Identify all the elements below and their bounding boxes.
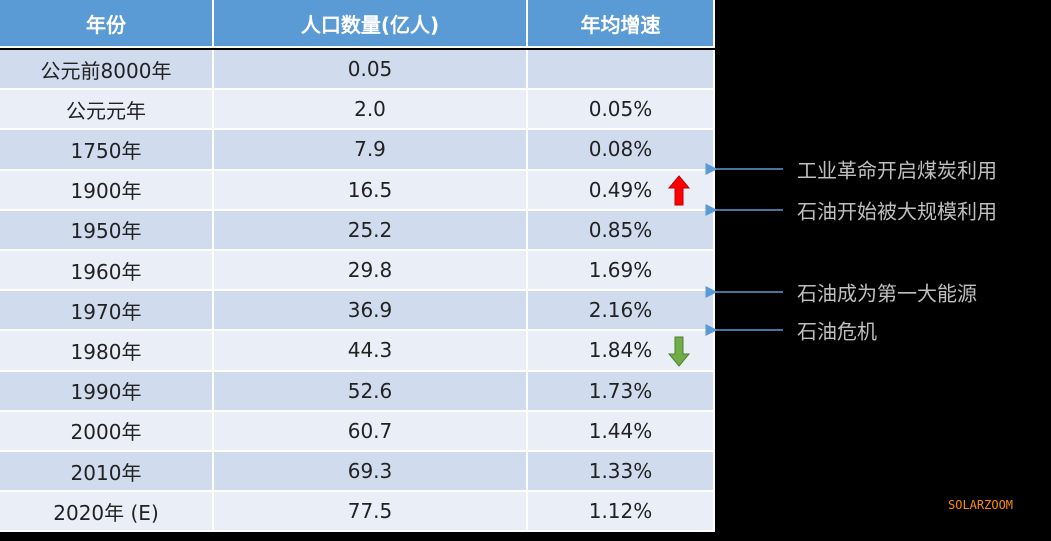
- table-cell: 2010年: [0, 452, 214, 493]
- table-cell: 公元元年: [0, 90, 214, 131]
- watermark: SOLARZOOM: [948, 498, 1014, 512]
- table-cell: 0.05: [214, 50, 528, 91]
- table-cell: 1750年: [0, 130, 214, 171]
- table-cell: 1970年: [0, 291, 214, 332]
- table-cell: [528, 50, 715, 91]
- table-cell: 0.85%: [528, 210, 715, 251]
- table-cell: 2.16%: [528, 291, 715, 332]
- table-cell: 29.8: [214, 251, 528, 292]
- down-arrow-icon: [667, 336, 691, 367]
- table-cell: 60.7: [214, 411, 528, 452]
- table-cell: 0.49%: [528, 170, 715, 211]
- table-cell: 69.3: [214, 452, 528, 493]
- annotation: 石油开始被大规模利用: [797, 199, 997, 224]
- table-cell: 36.9: [214, 291, 528, 332]
- table-cell: 16.5: [214, 170, 528, 211]
- table-cell: 1960年: [0, 251, 214, 292]
- table-cell: 2.0: [214, 90, 528, 131]
- table-cell: 1.44%: [528, 411, 715, 452]
- header-cell: 人口数量(亿人): [214, 0, 528, 48]
- table-cell: 77.5: [214, 492, 528, 533]
- table-cell: 25.2: [214, 210, 528, 251]
- annotation: 工业革命开启煤炭利用: [797, 158, 997, 183]
- header-cell: 年份: [0, 0, 214, 48]
- table-cell: 1.69%: [528, 251, 715, 292]
- table-cell: 44.3: [214, 331, 528, 372]
- table-cell: 1.12%: [528, 492, 715, 533]
- annotation: 石油危机: [797, 319, 877, 344]
- table-cell: 0.08%: [528, 130, 715, 171]
- header-cell: 年均增速: [528, 0, 715, 48]
- table-cell: 7.9: [214, 130, 528, 171]
- table-cell: 1.84%: [528, 331, 715, 372]
- table-cell: 1980年: [0, 331, 214, 372]
- table-cell: 2020年 (E): [0, 492, 214, 533]
- table-cell: 0.05%: [528, 90, 715, 131]
- table-cell: 1.33%: [528, 452, 715, 493]
- table-cell: 1990年: [0, 371, 214, 412]
- annotation: 石油成为第一大能源: [797, 281, 977, 306]
- table-cell: 公元前8000年: [0, 50, 214, 91]
- table-cell: 1.73%: [528, 371, 715, 412]
- table-cell: 52.6: [214, 371, 528, 412]
- up-arrow-icon: [667, 175, 691, 206]
- table-cell: 1950年: [0, 210, 214, 251]
- table-cell: 2000年: [0, 411, 214, 452]
- table-cell: 1900年: [0, 170, 214, 211]
